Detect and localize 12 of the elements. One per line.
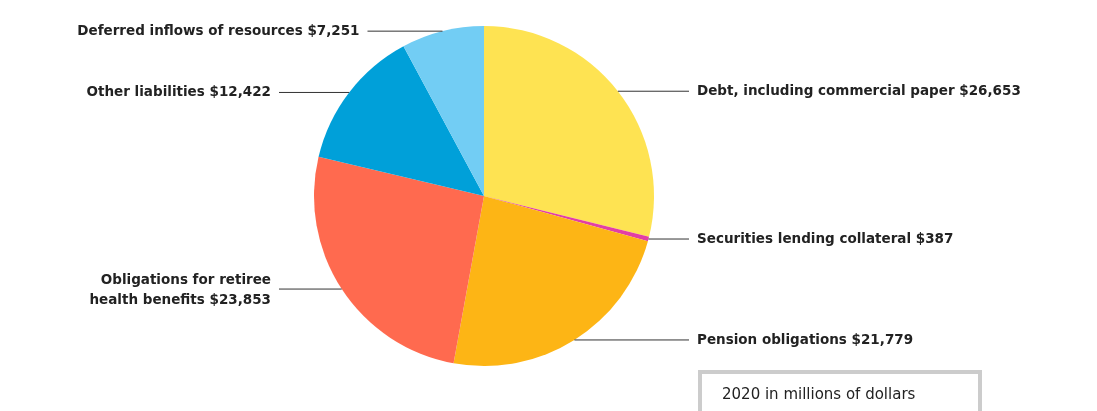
slice-label: Deferred inflows of resources $7,251 xyxy=(77,22,360,39)
slice-label: Pension obligations $21,779 xyxy=(697,330,914,347)
slice-label: Other liabilities $12,422 xyxy=(86,83,271,100)
text: 2020 in millions of dollars xyxy=(722,385,916,403)
pie-slice xyxy=(484,26,654,237)
slice-label: Obligations for retiree health benefits $23,853 xyxy=(89,271,271,308)
pie-slice xyxy=(403,26,484,196)
pie-slice xyxy=(453,196,648,366)
pie-slice xyxy=(314,156,484,364)
slice-label: Debt, including commercial paper $26,653 xyxy=(697,82,1021,99)
pie-slice xyxy=(318,46,484,196)
slice-label: Securities lending collateral $387 xyxy=(697,230,954,247)
